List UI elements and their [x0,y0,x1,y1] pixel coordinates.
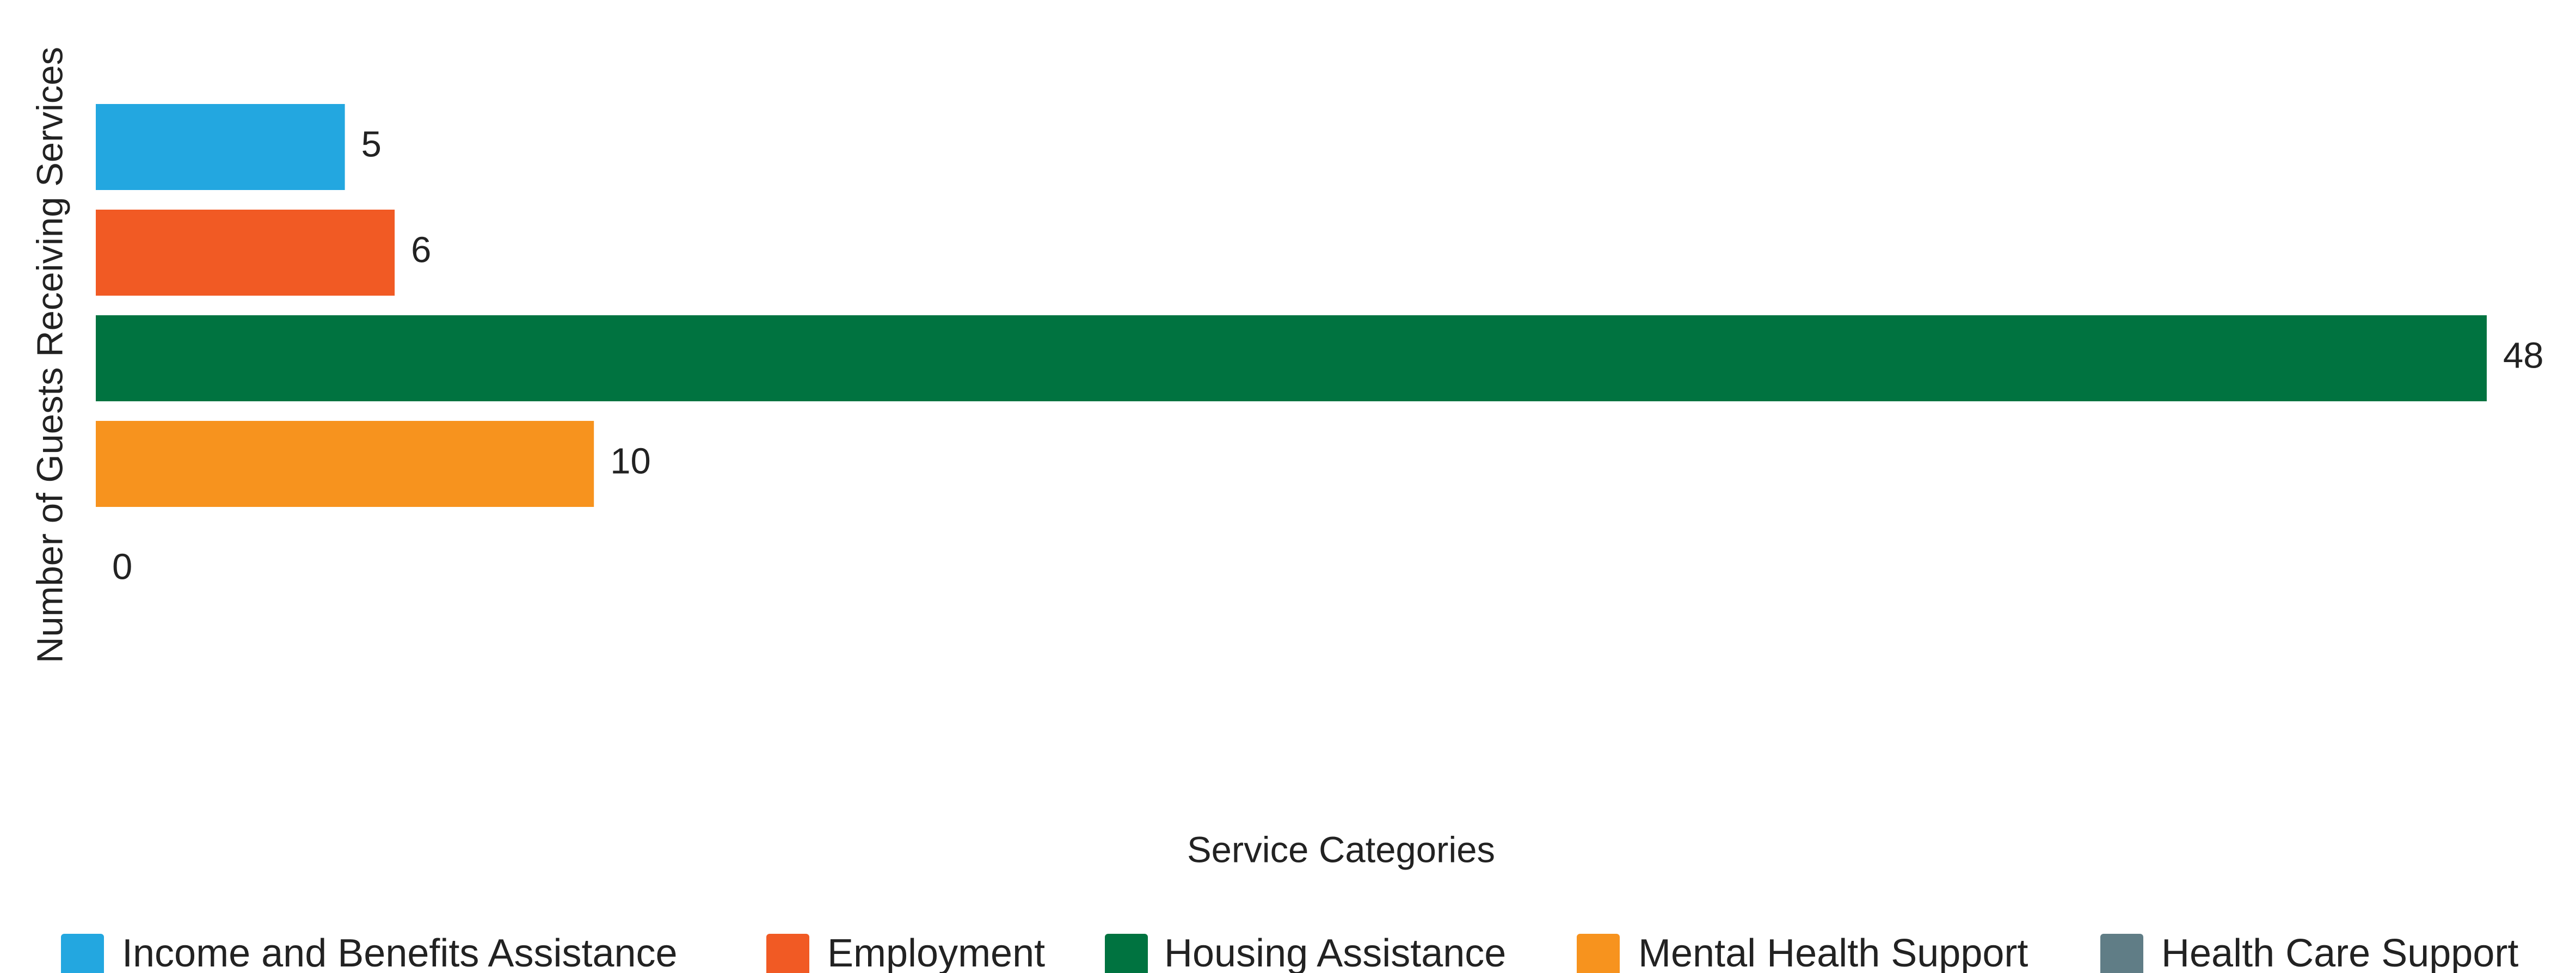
legend-label: Health Care Support [2161,932,2518,973]
data-label: 5 [361,124,382,165]
legend-label: Housing Assistance [1164,932,1506,973]
legend-swatch [2100,934,2143,973]
bar [96,210,395,296]
legend-label: Income and Benefits Assistance [122,932,678,973]
legend-label: Mental Health Support [1638,932,2028,973]
legend-swatch [61,934,104,973]
data-label: 48 [2503,335,2544,376]
data-label: 10 [610,441,651,482]
data-label: 0 [112,547,132,588]
legend-swatch [1577,934,1620,973]
y-axis-title: Number of Guests Receiving Services [30,47,71,663]
data-label: 6 [411,230,431,271]
legend-swatch [1105,934,1148,973]
bar [96,104,345,190]
x-axis-title: Service Categories [1187,830,1495,871]
legend-swatch [766,934,809,973]
bar [96,315,2487,401]
bar [96,421,594,507]
legend-label: Employment [827,932,1045,973]
